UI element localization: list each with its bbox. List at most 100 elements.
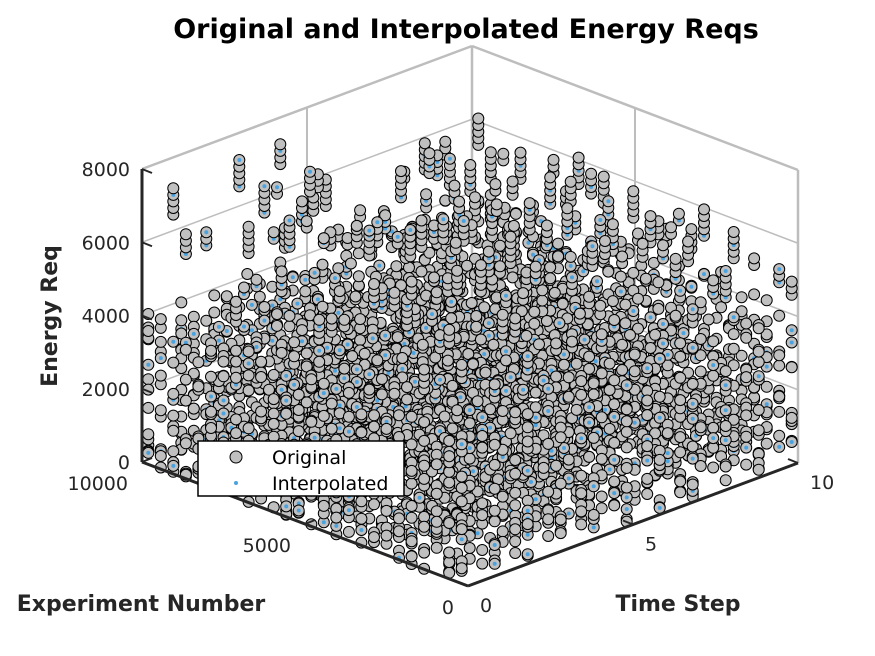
original-point — [575, 388, 588, 401]
interpolated-point — [711, 436, 716, 441]
original-point — [192, 356, 205, 369]
original-point — [467, 358, 479, 371]
original-point — [552, 250, 565, 263]
interpolated-point — [587, 420, 592, 425]
original-point — [316, 300, 329, 313]
original-point — [558, 358, 570, 371]
interpolated-point — [354, 380, 359, 384]
interpolated-point — [284, 373, 289, 378]
interpolated-point — [581, 269, 586, 274]
original-point — [299, 285, 312, 298]
original-point — [313, 313, 326, 326]
original-point — [154, 369, 167, 382]
original-point — [167, 424, 180, 437]
original-point — [441, 354, 454, 367]
original-point — [390, 260, 403, 273]
original-point — [570, 403, 583, 416]
original-point — [154, 335, 167, 348]
original-point — [760, 294, 773, 307]
original-point — [474, 333, 487, 346]
original-point — [242, 384, 255, 397]
original-point — [785, 361, 798, 374]
interpolated-point — [789, 440, 794, 444]
interpolated-point — [591, 525, 596, 530]
original-point — [608, 499, 621, 512]
interpolated-point — [246, 361, 251, 366]
original-point — [300, 347, 313, 360]
original-point — [698, 203, 710, 216]
interpolated-point — [678, 288, 683, 293]
original-point — [494, 260, 506, 273]
original-point — [554, 431, 567, 444]
original-point — [449, 236, 462, 249]
interpolated-point — [370, 336, 375, 341]
original-point — [167, 409, 180, 422]
interpolated-point — [648, 315, 653, 320]
original-point — [375, 373, 388, 385]
original-point — [415, 214, 428, 227]
interpolated-point — [486, 333, 491, 338]
original-point — [325, 312, 338, 325]
interpolated-point — [204, 230, 209, 235]
original-point — [283, 309, 296, 322]
original-point — [672, 207, 685, 220]
interpolated-point — [171, 463, 176, 468]
original-point — [585, 167, 598, 180]
original-point — [352, 247, 365, 260]
original-point — [487, 338, 500, 351]
original-point — [316, 258, 329, 271]
original-point — [653, 453, 666, 466]
original-point — [641, 440, 654, 453]
original-point — [230, 355, 242, 368]
interpolated-point — [275, 185, 279, 190]
original-point — [773, 429, 786, 442]
original-point — [587, 508, 600, 521]
interpolated-point — [377, 263, 382, 268]
original-point — [550, 370, 563, 383]
interpolated-point — [504, 293, 508, 298]
original-point — [544, 171, 557, 184]
interpolated-point — [665, 352, 670, 357]
interpolated-point — [461, 219, 466, 223]
original-point — [484, 146, 497, 159]
original-point — [230, 427, 242, 440]
interpolated-point — [618, 289, 623, 294]
original-point — [740, 409, 753, 422]
original-point — [707, 461, 720, 474]
interpolated-point — [395, 234, 400, 239]
original-point — [242, 220, 255, 233]
original-point — [504, 230, 517, 243]
original-point — [627, 266, 640, 279]
original-point — [653, 390, 666, 403]
original-point — [548, 286, 561, 299]
interpolated-point — [458, 395, 463, 400]
original-point — [478, 301, 491, 314]
interpolated-point — [764, 364, 769, 369]
original-point — [594, 299, 607, 312]
original-point — [620, 403, 633, 416]
original-point — [674, 337, 687, 350]
original-point — [497, 147, 510, 160]
original-point — [641, 472, 654, 485]
original-point — [606, 218, 619, 231]
interpolated-point — [566, 511, 571, 516]
original-point — [652, 302, 665, 315]
original-point — [391, 331, 404, 344]
interpolated-point — [595, 279, 599, 284]
interpolated-point — [607, 467, 612, 472]
original-point — [752, 424, 765, 437]
original-point — [217, 355, 230, 368]
original-point — [354, 334, 367, 347]
original-point — [674, 446, 687, 459]
original-point — [230, 413, 242, 426]
original-point — [187, 310, 200, 323]
interpolated-point — [579, 436, 584, 441]
original-point — [167, 445, 180, 458]
original-point — [727, 328, 740, 341]
interpolated-point — [689, 284, 694, 289]
original-point — [465, 297, 478, 309]
interpolated-point — [661, 322, 665, 326]
original-point — [208, 306, 221, 319]
original-point — [644, 210, 657, 223]
original-point — [773, 349, 786, 362]
